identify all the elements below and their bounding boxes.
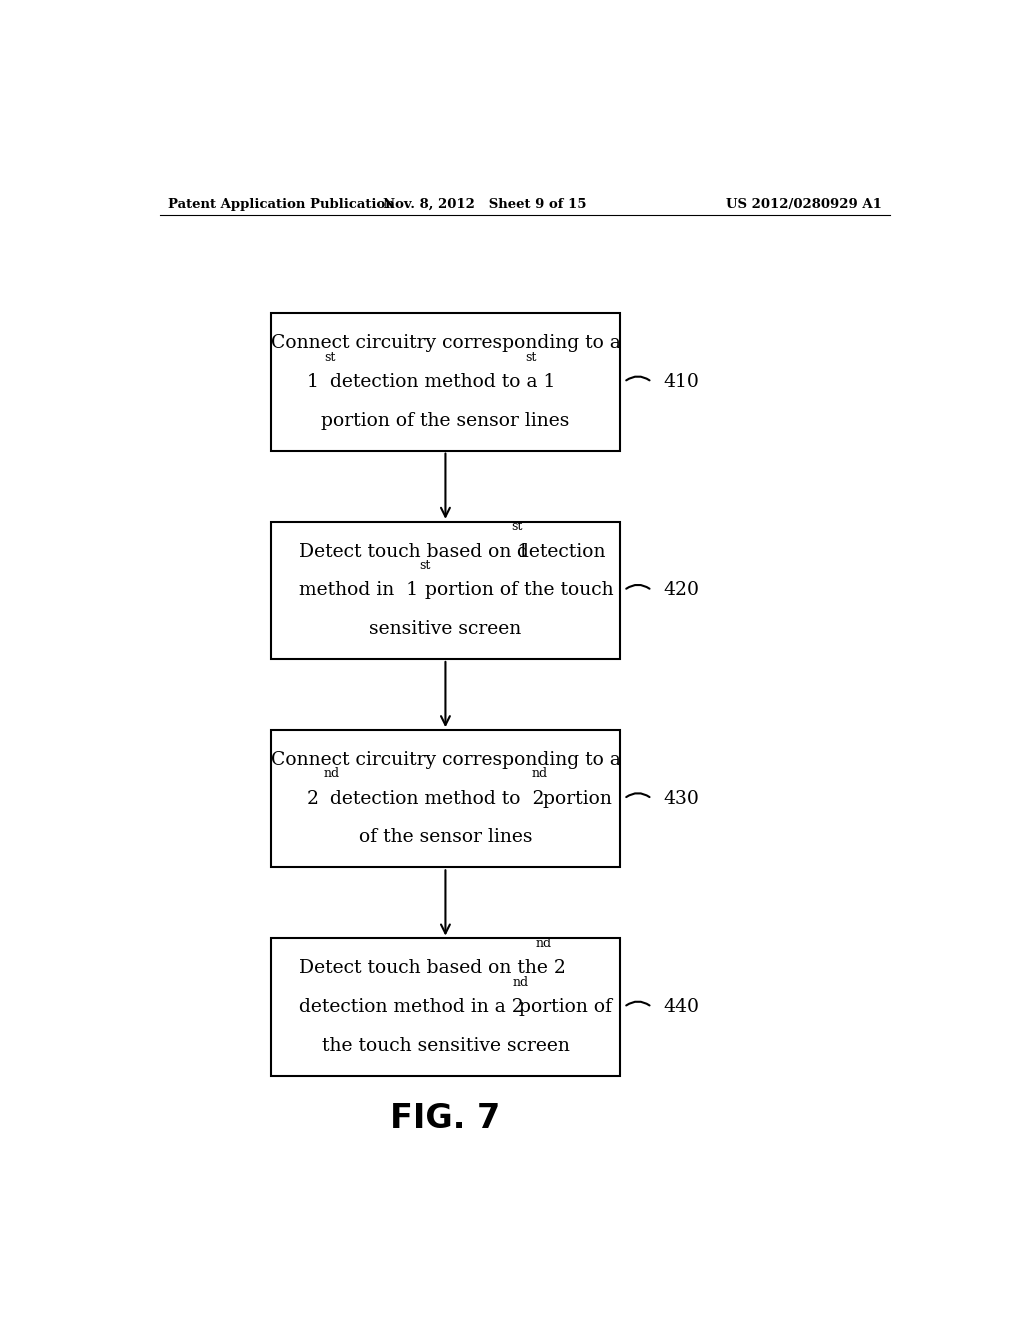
Text: st: st: [511, 520, 522, 533]
Text: nd: nd: [324, 767, 340, 780]
Text: of the sensor lines: of the sensor lines: [358, 829, 532, 846]
Text: detection method in a 2: detection method in a 2: [299, 998, 523, 1016]
Text: FIG. 7: FIG. 7: [390, 1102, 501, 1135]
Text: st: st: [324, 351, 336, 364]
Bar: [270, 730, 620, 867]
Text: portion of: portion of: [513, 998, 612, 1016]
Text: US 2012/0280929 A1: US 2012/0280929 A1: [726, 198, 882, 211]
Text: sensitive screen: sensitive screen: [370, 620, 521, 638]
Text: Patent Application Publication: Patent Application Publication: [168, 198, 394, 211]
Text: 430: 430: [664, 789, 699, 808]
Text: Detect touch based on the 2: Detect touch based on the 2: [299, 960, 565, 978]
Text: portion of the touch: portion of the touch: [419, 581, 613, 599]
Text: st: st: [419, 560, 431, 572]
Text: the touch sensitive screen: the touch sensitive screen: [322, 1036, 569, 1055]
Bar: [270, 521, 620, 659]
Text: portion of the sensor lines: portion of the sensor lines: [322, 412, 569, 429]
Text: detection method to  2: detection method to 2: [324, 789, 545, 808]
Text: st: st: [524, 351, 537, 364]
Text: detection: detection: [511, 543, 606, 561]
Text: 410: 410: [664, 374, 699, 391]
Text: Nov. 8, 2012   Sheet 9 of 15: Nov. 8, 2012 Sheet 9 of 15: [383, 198, 587, 211]
Text: Connect circuitry corresponding to a: Connect circuitry corresponding to a: [270, 751, 621, 770]
Text: 1: 1: [306, 374, 318, 391]
Text: 420: 420: [664, 581, 699, 599]
Bar: [270, 313, 620, 450]
Bar: [270, 939, 620, 1076]
Text: Connect circuitry corresponding to a: Connect circuitry corresponding to a: [270, 334, 621, 352]
Text: nd: nd: [536, 937, 551, 950]
Text: method in  1: method in 1: [299, 581, 418, 599]
Text: 440: 440: [664, 998, 699, 1016]
Text: portion: portion: [531, 789, 612, 808]
Text: nd: nd: [513, 975, 529, 989]
Text: detection method to a 1: detection method to a 1: [324, 374, 555, 391]
Text: nd: nd: [531, 767, 547, 780]
Text: Detect touch based on 1: Detect touch based on 1: [299, 543, 528, 561]
Text: 2: 2: [306, 789, 318, 808]
